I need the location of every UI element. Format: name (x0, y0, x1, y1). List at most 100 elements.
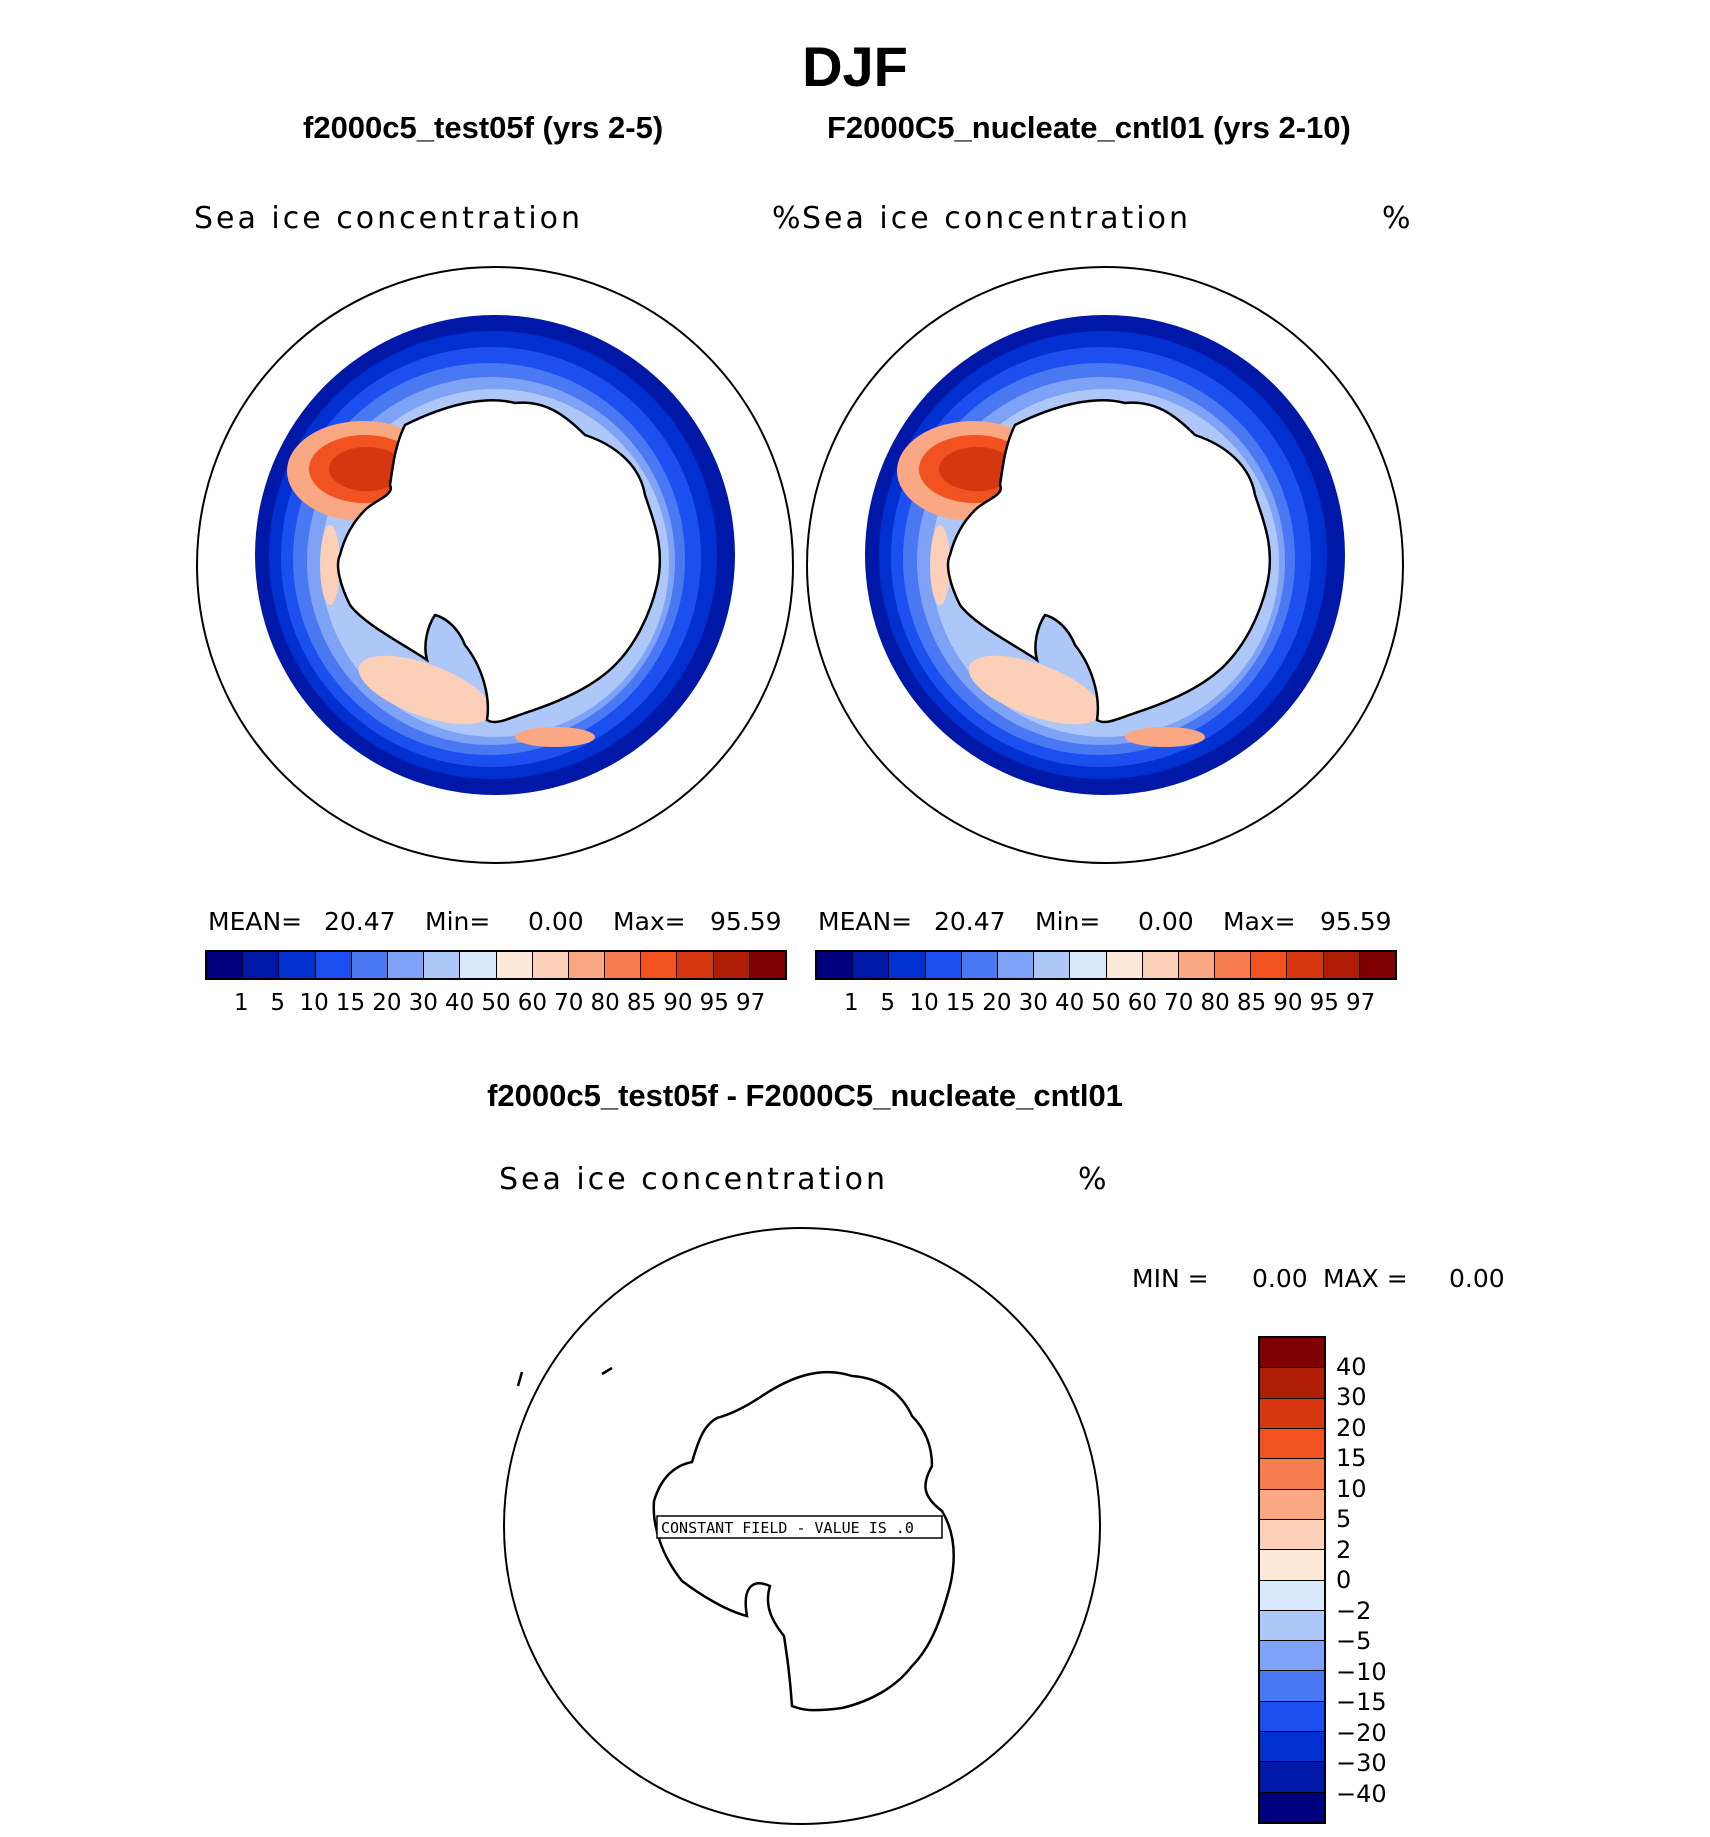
colorbar-swatch (1215, 952, 1252, 978)
left-variable-label: Sea ice concentration (194, 201, 584, 236)
colorbar-tick-label: 50 (481, 990, 511, 1016)
diff-max-label: MAX = (1323, 1264, 1408, 1293)
colorbar-tick-label: 1 (234, 990, 249, 1016)
diff-colorbar-tick-label: −15 (1336, 1688, 1387, 1716)
colorbar-tick-label: 97 (735, 990, 766, 1016)
diff-colorbar-swatch (1260, 1732, 1324, 1763)
diff-colorbar-swatch (1260, 1792, 1324, 1822)
diff-colorbar-swatch (1260, 1459, 1324, 1490)
figure-title: DJF (802, 35, 908, 98)
colorbar-swatch (1323, 952, 1360, 978)
colorbar-swatch (1251, 952, 1288, 978)
colorbar-tick-label: 30 (1018, 990, 1048, 1016)
colorbar-swatch (1359, 952, 1395, 978)
right-mean-label: MEAN= (818, 907, 913, 936)
colorbar-tick-label: 95 (1309, 990, 1339, 1016)
diff-colorbar-swatch (1260, 1489, 1324, 1520)
right-max-label: Max= (1223, 907, 1296, 936)
colorbar-swatch (641, 952, 678, 978)
left-min-value: 0.00 (528, 907, 584, 936)
colorbar-tick-label: 90 (663, 990, 693, 1016)
constant-field-box (656, 1515, 943, 1539)
right-variable-label: Sea ice concentration (802, 201, 1192, 236)
diff-colorbar-tick-label: 10 (1336, 1474, 1367, 1503)
colorbar-swatch (713, 952, 750, 978)
colorbar-swatch (460, 952, 497, 978)
colorbar-swatch (1178, 952, 1216, 978)
diff-colorbar-swatch (1260, 1701, 1324, 1733)
diff-colorbar-tick-label: −30 (1336, 1749, 1387, 1777)
diff-colorbar-tick-label: 15 (1336, 1444, 1367, 1472)
diff-colorbar-tick-label: −5 (1336, 1627, 1372, 1655)
colorbar-tick-label: 60 (1127, 990, 1158, 1016)
colorbar-swatch (677, 952, 714, 978)
left-max-value: 95.59 (710, 907, 782, 936)
colorbar-tick-label: 50 (1091, 990, 1121, 1016)
colorbar-tick-label: 85 (626, 990, 657, 1016)
colorbar-tick-label: 70 (1164, 990, 1194, 1016)
colorbar-tick-label: 80 (590, 990, 620, 1016)
colorbar-swatch (315, 952, 352, 978)
diff-colorbar-tick-label: −10 (1336, 1657, 1387, 1686)
diff-max-value: 0.00 (1449, 1264, 1505, 1293)
diff-colorbar (1258, 1336, 1326, 1824)
colorbar-swatch (817, 952, 854, 978)
diff-colorbar-tick-label: −20 (1336, 1718, 1387, 1747)
right-min-label: Min= (1035, 907, 1101, 936)
colorbar-swatch (1287, 952, 1324, 978)
colorbar-swatch (605, 952, 642, 978)
diff-colorbar-swatch (1260, 1398, 1324, 1429)
colorbar-swatch (1142, 952, 1179, 978)
colorbar-tick-label: 40 (444, 990, 475, 1016)
diff-colorbar-swatch (1260, 1519, 1324, 1551)
colorbar-tick-label: 85 (1236, 990, 1267, 1016)
colorbar-tick-label: 15 (335, 990, 366, 1016)
diff-colorbar-swatch (1260, 1368, 1324, 1399)
colorbar-swatch (853, 952, 890, 978)
left-max-label: Max= (613, 907, 686, 936)
diff-colorbar-tick-label: 2 (1336, 1535, 1352, 1564)
colorbar-swatch (1106, 952, 1143, 978)
diff-colorbar-ticks: 40 30 20 15 10 5 2 0 −2 −5 −10 −15 −20 −30 −40 (1336, 1336, 1416, 1824)
diff-colorbar-tick-label: −2 (1336, 1596, 1372, 1625)
left-sea-ice-map (196, 266, 794, 864)
colorbar-swatch (207, 952, 244, 978)
diff-colorbar-swatch (1260, 1671, 1324, 1702)
left-antarctica-coastline (336, 399, 662, 724)
colorbar-tick-label: 95 (699, 990, 729, 1016)
colorbar-swatch (243, 952, 280, 978)
right-case-title: F2000C5_nucleate_cntl01 (yrs 2-10) (827, 110, 1351, 145)
colorbar-swatch (424, 952, 461, 978)
colorbar-tick-label: 5 (270, 990, 286, 1016)
diff-variable-label: Sea ice concentration (499, 1162, 889, 1197)
diff-colorbar-swatch (1260, 1428, 1324, 1460)
colorbar-tick-label: 30 (408, 990, 438, 1016)
colorbar-tick-label: 20 (372, 990, 402, 1016)
colorbar-swatch (351, 952, 388, 978)
diff-colorbar-swatch (1260, 1550, 1324, 1581)
left-colorbar-ticks: 1 5 10 15 20 30 40 50 60 70 80 85 90 95 97 (205, 990, 787, 1018)
difference-title: f2000c5_test05f - F2000C5_nucleate_cntl0… (487, 1078, 1123, 1113)
right-colorbar-ticks: 1 5 10 15 20 30 40 50 60 70 80 85 90 95 97 (815, 990, 1397, 1018)
colorbar-tick-label: 15 (945, 990, 976, 1016)
constant-field-label: CONSTANT FIELD - VALUE IS .0 (661, 1519, 914, 1537)
left-mean-value: 20.47 (324, 907, 396, 936)
diff-colorbar-swatch (1260, 1338, 1324, 1369)
colorbar-tick-label: 97 (1345, 990, 1376, 1016)
left-min-label: Min= (425, 907, 491, 936)
diff-colorbar-tick-label: 40 (1336, 1352, 1367, 1381)
colorbar-tick-label: 1 (844, 990, 859, 1016)
left-units-label: % (772, 201, 804, 236)
colorbar-swatch (749, 952, 785, 978)
right-units-label: % (1382, 201, 1414, 236)
right-sea-ice-map (806, 266, 1404, 864)
colorbar-tick-label: 10 (909, 990, 939, 1016)
colorbar-tick-label: 70 (554, 990, 584, 1016)
left-case-title: f2000c5_test05f (yrs 2-5) (303, 110, 664, 145)
colorbar-swatch (1070, 952, 1107, 978)
diff-min-value: 0.00 (1252, 1264, 1308, 1293)
diff-colorbar-tick-label: 30 (1336, 1383, 1367, 1411)
colorbar-tick-label: 90 (1273, 990, 1303, 1016)
diff-colorbar-tick-label: −40 (1336, 1779, 1387, 1808)
colorbar-swatch (961, 952, 998, 978)
